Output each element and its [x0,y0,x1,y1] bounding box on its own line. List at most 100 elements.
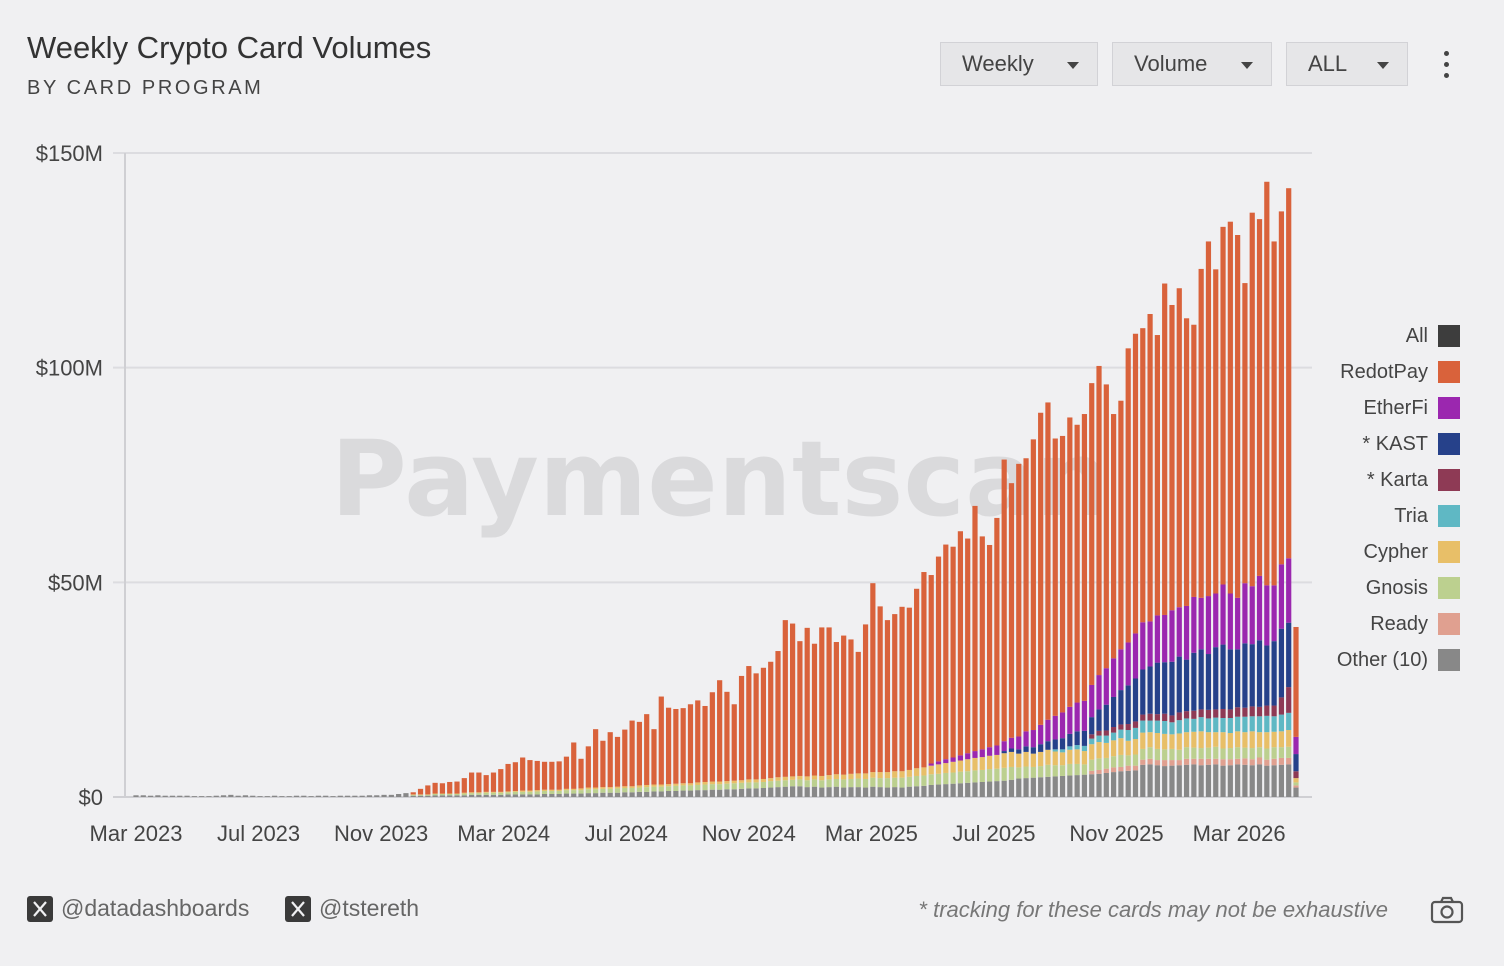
bar-segment-redotpay[interactable] [841,635,847,775]
bar-segment-karta[interactable] [1096,730,1102,736]
bar-segment-tria[interactable] [1169,722,1175,735]
bar-segment-tria[interactable] [1147,720,1153,733]
bar-segment-other[interactable] [709,789,715,797]
bar-segment-cypher[interactable] [695,782,701,785]
bar-segment-tria[interactable] [1278,714,1285,732]
bar-segment-gnosis[interactable] [658,786,664,792]
bar-segment-gnosis[interactable] [417,794,424,796]
bar-segment-gnosis[interactable] [520,791,526,795]
bar-segment-other[interactable] [994,781,1000,797]
bar-segment-gnosis[interactable] [1249,748,1255,760]
bar-segment-other[interactable] [155,795,161,797]
bar-segment-redotpay[interactable] [731,704,737,781]
bar-segment-cypher[interactable] [1132,739,1139,755]
bar-segment-cypher[interactable] [870,772,876,778]
bar-segment-tria[interactable] [1213,717,1219,733]
bar-segment-other[interactable] [366,795,373,797]
bar-segment-cypher[interactable] [687,783,694,786]
bar-segment-cypher[interactable] [782,776,788,781]
legend-item[interactable]: Cypher [1337,534,1460,570]
legend-item[interactable]: EtherFi [1337,390,1460,426]
bar-segment-ready[interactable] [1132,765,1139,771]
bar-segment-gnosis[interactable] [1118,754,1124,767]
bar-segment-ready[interactable] [1176,760,1182,766]
bar-segment-karta[interactable] [1154,714,1160,721]
bar-segment-cypher[interactable] [717,781,723,785]
bar-segment-tria[interactable] [1074,745,1080,750]
bar-segment-cypher[interactable] [622,786,628,788]
bar-segment-gnosis[interactable] [1235,747,1241,759]
bar-segment-redotpay[interactable] [549,761,555,790]
bar-segment-gnosis[interactable] [731,783,737,790]
bar-segment-kast[interactable] [1242,643,1248,708]
bar-segment-etherfi[interactable] [1030,730,1036,748]
bar-segment-other[interactable] [1191,764,1197,797]
bar-segment-other[interactable] [527,794,533,797]
bar-segment-cypher[interactable] [614,786,621,789]
bar-segment-redotpay[interactable] [877,606,883,773]
bar-segment-etherfi[interactable] [986,747,993,756]
bar-segment-gnosis[interactable] [1286,746,1292,758]
bar-segment-cypher[interactable] [541,789,548,791]
bar-segment-gnosis[interactable] [841,779,847,788]
bar-segment-kast[interactable] [1140,669,1146,715]
bar-segment-karta[interactable] [1169,715,1175,723]
bar-segment-redotpay[interactable] [1111,414,1117,659]
bar-segment-gnosis[interactable] [425,794,431,796]
bar-segment-cypher[interactable] [1162,733,1168,750]
bar-segment-redotpay[interactable] [1249,212,1255,587]
bar-segment-other[interactable] [1235,764,1241,797]
bar-segment-other[interactable] [461,795,467,797]
bar-segment-redotpay[interactable] [943,544,949,760]
bar-segment-gnosis[interactable] [950,772,956,784]
bar-segment-other[interactable] [1169,765,1175,797]
bar-segment-redotpay[interactable] [855,651,861,774]
bar-segment-gnosis[interactable] [498,792,504,795]
bar-segment-gnosis[interactable] [877,778,883,788]
bar-segment-etherfi[interactable] [1286,558,1292,623]
bar-segment-other[interactable] [1001,780,1007,797]
bar-segment-gnosis[interactable] [447,793,453,796]
bar-segment-cypher[interactable] [1286,730,1292,747]
bar-segment-redotpay[interactable] [673,708,679,784]
bar-segment-other[interactable] [323,795,329,797]
bar-segment-kast[interactable] [1118,690,1124,725]
bar-segment-ready[interactable] [1264,759,1270,766]
bar-segment-redotpay[interactable] [892,614,898,772]
bar-segment-cypher[interactable] [1256,732,1263,748]
bar-segment-redotpay[interactable] [578,758,584,789]
bar-segment-gnosis[interactable] [461,793,467,796]
bar-segment-cypher[interactable] [797,775,803,780]
bar-segment-redotpay[interactable] [797,641,803,776]
bar-segment-other[interactable] [1081,774,1088,797]
bar-segment-other[interactable] [651,791,657,797]
bar-segment-gnosis[interactable] [563,790,570,794]
bar-segment-karta[interactable] [1242,707,1248,717]
bar-segment-gnosis[interactable] [1067,763,1073,776]
bar-segment-other[interactable] [140,795,146,797]
bar-segment-gnosis[interactable] [1205,747,1212,759]
bar-segment-redotpay[interactable] [1067,417,1073,707]
bar-segment-other[interactable] [979,781,985,797]
bar-segment-etherfi[interactable] [979,749,985,758]
bar-segment-redotpay[interactable] [921,572,927,768]
bar-segment-gnosis[interactable] [665,786,672,791]
bar-segment-redotpay[interactable] [454,781,460,794]
bar-segment-gnosis[interactable] [833,778,839,787]
bar-segment-redotpay[interactable] [1132,333,1139,634]
bar-segment-other[interactable] [1059,775,1066,797]
bar-segment-redotpay[interactable] [1103,384,1109,669]
bar-segment-etherfi[interactable] [1220,584,1226,645]
range-dropdown[interactable]: ALL [1286,42,1408,86]
bar-segment-gnosis[interactable] [541,790,548,794]
bar-segment-redotpay[interactable] [738,675,745,781]
bar-segment-gnosis[interactable] [738,782,745,789]
bar-segment-other[interactable] [1089,774,1095,797]
bar-segment-other[interactable] [673,790,679,797]
bar-segment-redotpay[interactable] [782,620,788,777]
bar-segment-cypher[interactable] [1067,749,1073,764]
bar-segment-cypher[interactable] [848,773,854,779]
bar-segment-redotpay[interactable] [417,788,424,795]
bar-segment-redotpay[interactable] [994,517,1000,746]
bar-segment-other[interactable] [1052,776,1058,797]
